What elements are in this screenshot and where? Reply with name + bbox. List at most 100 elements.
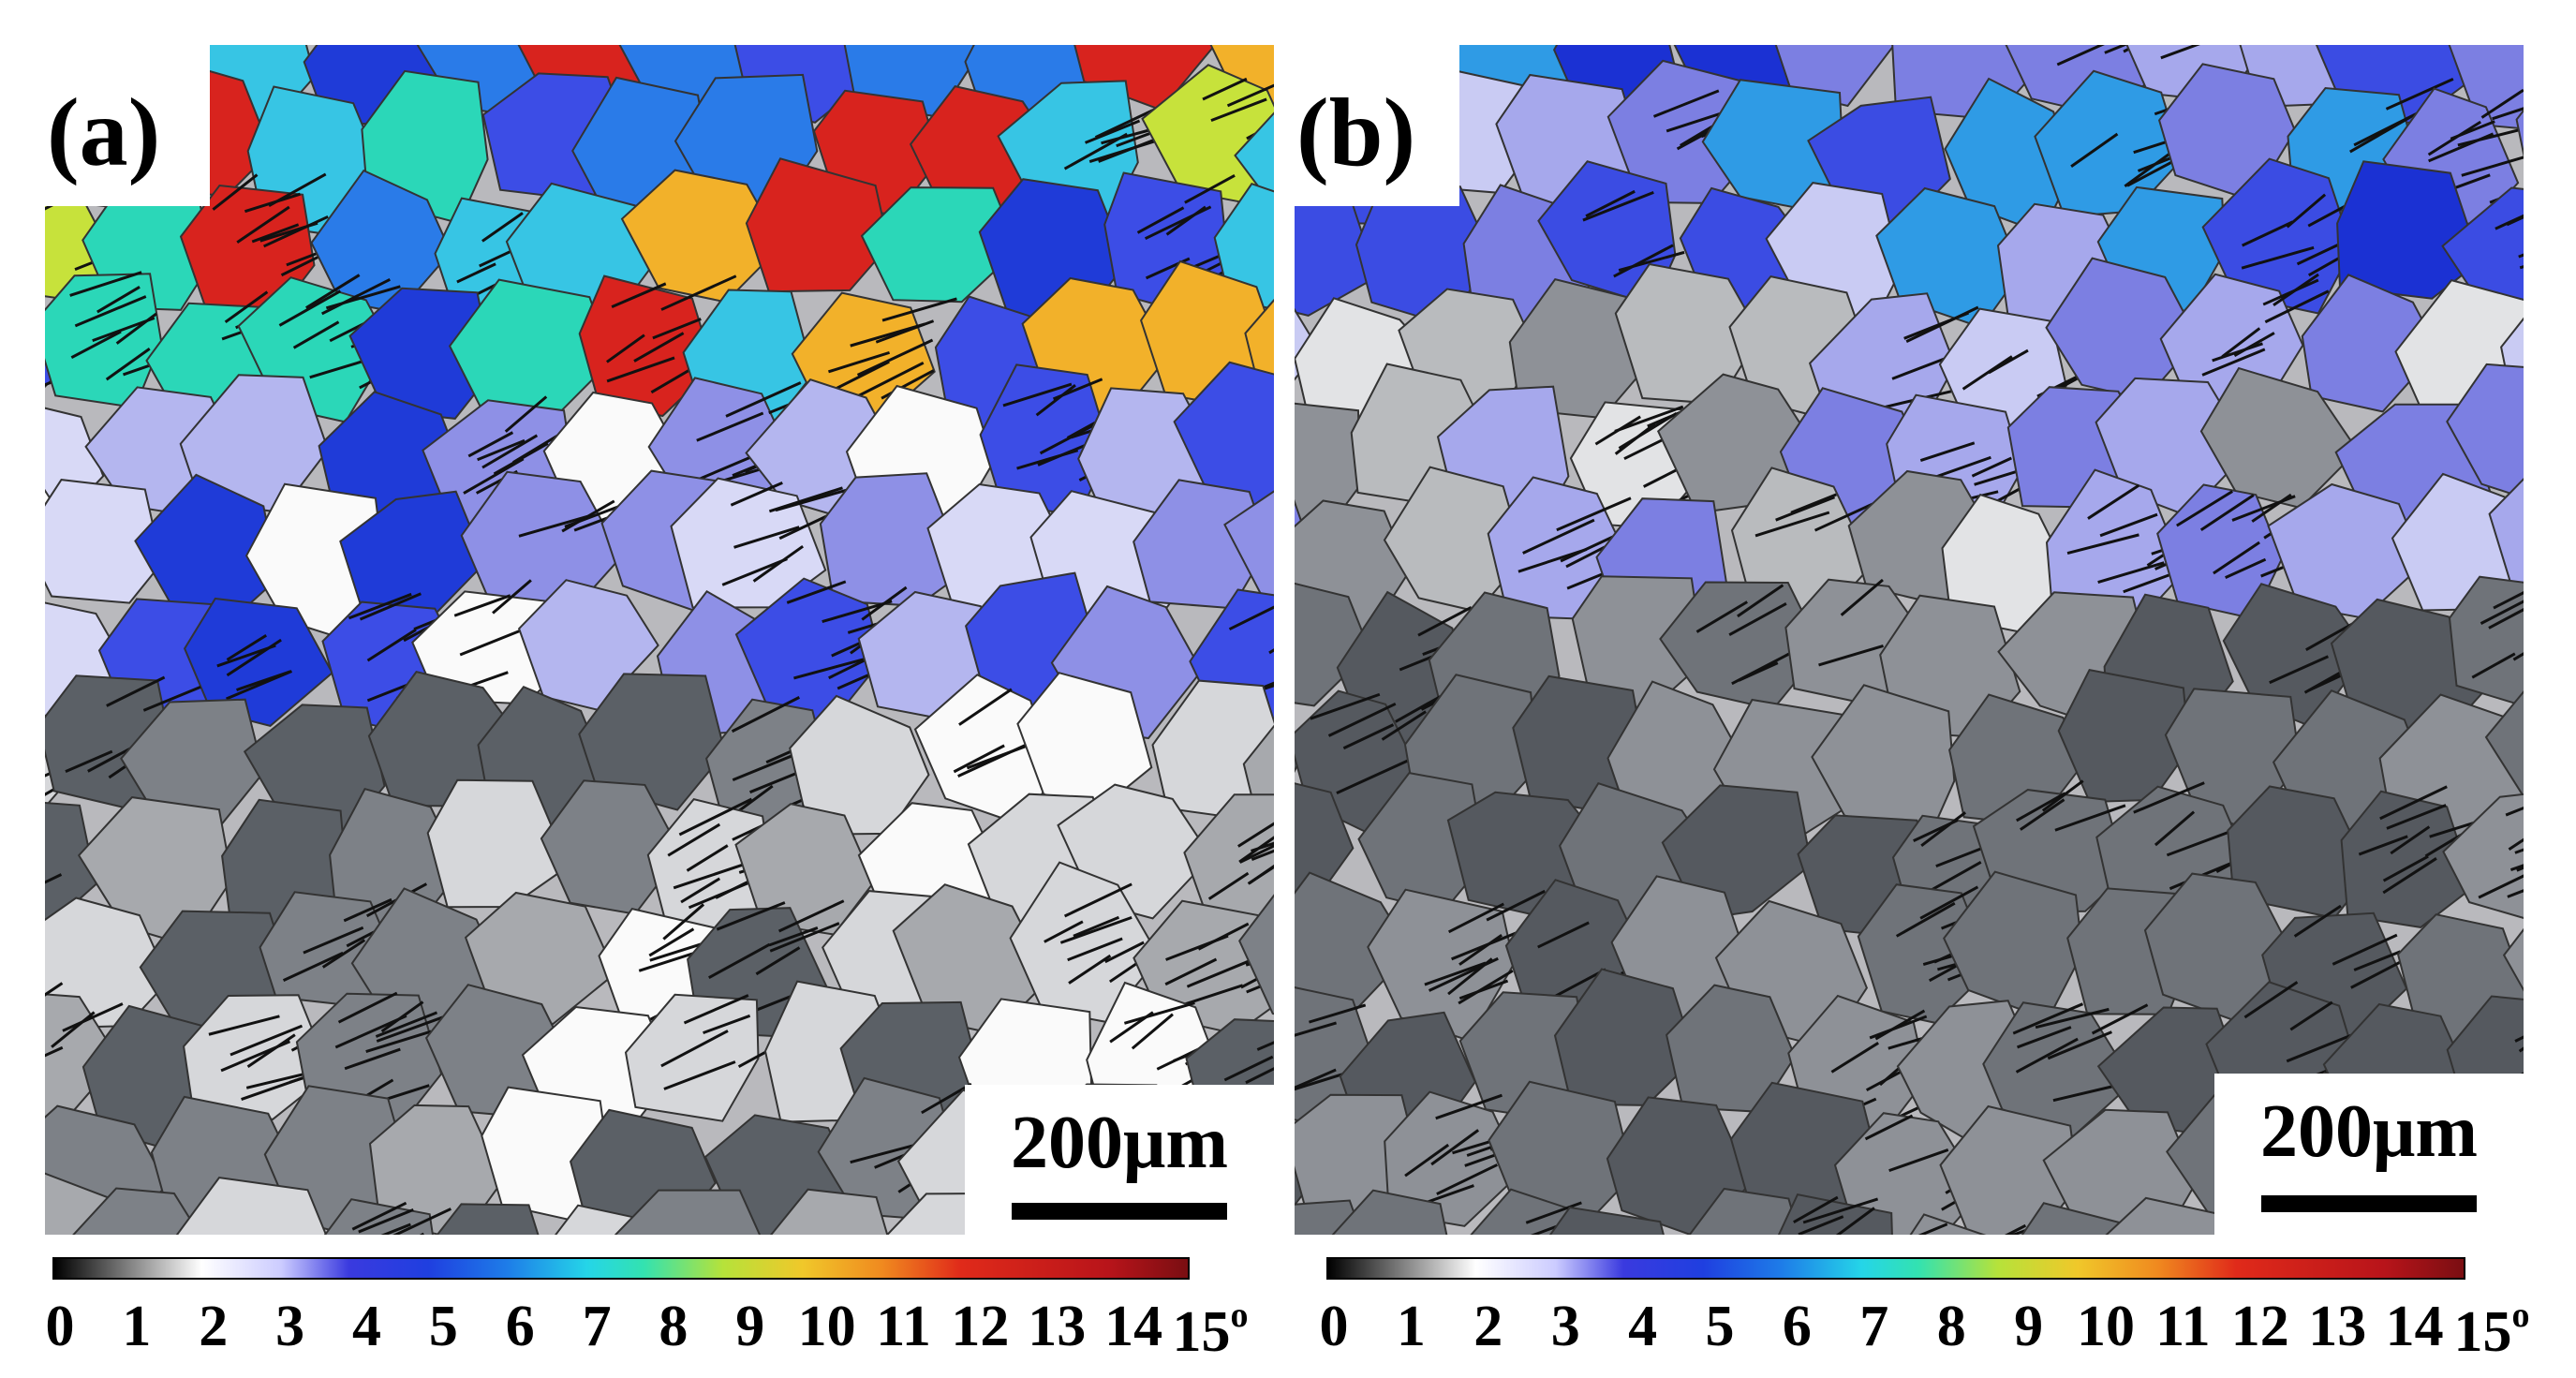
slip-line	[561, 499, 615, 533]
slip-line	[2382, 857, 2437, 895]
slip-line	[2390, 825, 2431, 855]
slip-line	[1067, 937, 1123, 962]
slip-line	[2097, 561, 2165, 584]
slip-line	[74, 295, 147, 328]
slip-line	[1928, 860, 1982, 893]
slip-line	[359, 592, 422, 621]
grain-map-a	[45, 45, 1274, 1235]
slip-line	[334, 1014, 407, 1049]
slip-line	[1594, 415, 1641, 446]
slip-line	[1935, 844, 1989, 868]
slip-line	[611, 282, 667, 308]
slip-line	[2070, 132, 2119, 169]
slip-line	[251, 223, 300, 244]
slip-line	[2385, 78, 2454, 111]
slip-line	[2035, 1007, 2110, 1030]
slip-line	[1920, 811, 1967, 847]
slip-line	[1793, 1195, 1839, 1223]
scale-label-b: 200μm	[2260, 1090, 2478, 1173]
slip-line	[1068, 954, 1112, 985]
slip-line	[768, 486, 843, 513]
slip-line	[1251, 841, 1274, 852]
colorbar-tick-label: 9	[735, 1295, 765, 1358]
slip-line	[236, 670, 291, 691]
slip-line	[1530, 1222, 1565, 1235]
slip-line	[2286, 193, 2327, 229]
slip-line	[226, 633, 268, 661]
slip-line	[246, 1033, 296, 1069]
slip-line	[208, 1015, 280, 1036]
slip-line	[1342, 723, 1395, 750]
slip-line	[1652, 89, 1720, 118]
slip-line	[1202, 77, 1248, 101]
slip-line	[1737, 584, 1784, 618]
slip-line	[953, 744, 1005, 774]
slip-line	[2349, 115, 2412, 154]
grain	[578, 274, 715, 418]
colorbar-tick-label: 9	[2014, 1295, 2044, 1358]
colorbar-b	[1326, 1257, 2465, 1280]
slip-line	[1585, 189, 1636, 218]
slip-line	[2160, 45, 2200, 60]
slip-line	[2123, 572, 2173, 594]
grain	[2201, 157, 2354, 315]
slip-line	[2166, 830, 2232, 857]
slip-line	[259, 221, 318, 243]
grain	[1331, 1189, 1448, 1235]
colorbar-tick-label: 10	[797, 1295, 856, 1358]
scale-label-a: 200μm	[1011, 1102, 1228, 1184]
slip-line	[2012, 1002, 2084, 1035]
grain-map-b	[1295, 45, 2524, 1235]
slip-line	[1210, 97, 1267, 123]
slip-line	[1310, 692, 1381, 720]
slip-line	[680, 877, 721, 904]
slip-line	[881, 297, 957, 322]
slip-line	[1239, 844, 1274, 864]
slip-line	[1458, 979, 1509, 1000]
slip-line	[606, 356, 675, 383]
slip-line	[1895, 901, 1956, 938]
grain	[2515, 109, 2524, 158]
slip-line	[504, 395, 548, 433]
slip-line	[716, 901, 786, 931]
slip-line	[752, 544, 804, 583]
colorbar-tick-label: 13	[1028, 1295, 1087, 1358]
slip-line	[1186, 956, 1257, 988]
slip-line	[1421, 1184, 1474, 1206]
slip-line	[2358, 835, 2408, 856]
slip-line	[1238, 836, 1274, 864]
grain	[1777, 1193, 1893, 1235]
slip-line	[1044, 920, 1084, 943]
slip-line	[1754, 511, 1830, 538]
slip-line	[2353, 950, 2402, 971]
slip-line	[1818, 644, 1884, 667]
slip-line	[2305, 621, 2356, 651]
slip-line	[1458, 969, 1514, 1005]
slip-line	[708, 942, 771, 980]
colorbar-tick-label: 1	[122, 1295, 152, 1358]
slip-line	[731, 696, 801, 733]
colorbar-tick-label: 0	[1319, 1295, 1349, 1358]
slip-line	[1184, 173, 1236, 204]
grain	[2336, 160, 2481, 300]
slip-line	[2286, 1030, 2359, 1063]
panel-label-box-b: (b)	[1295, 45, 1459, 206]
grain	[1234, 111, 1274, 204]
slip-line	[2243, 981, 2299, 1019]
slip-line	[2492, 107, 2524, 121]
colorbar-tick-label: 8	[1936, 1295, 1966, 1358]
colorbar-tick-label: 5	[428, 1295, 458, 1358]
slip-line	[453, 594, 511, 617]
slip-line	[2509, 864, 2524, 871]
slip-line	[1436, 1163, 1498, 1195]
grain	[1295, 582, 1371, 707]
grain	[1548, 1206, 1665, 1235]
slip-line	[958, 688, 1013, 726]
misorientation-map-a: (a) 200μm	[45, 45, 1274, 1235]
slip-line	[1888, 1148, 1949, 1173]
slip-line	[282, 951, 344, 983]
slip-line	[321, 939, 366, 969]
colorbar-tick-label: 14	[1104, 1295, 1163, 1358]
colorbar-tick-label: 14	[2385, 1295, 2444, 1358]
slip-line	[2199, 494, 2255, 531]
